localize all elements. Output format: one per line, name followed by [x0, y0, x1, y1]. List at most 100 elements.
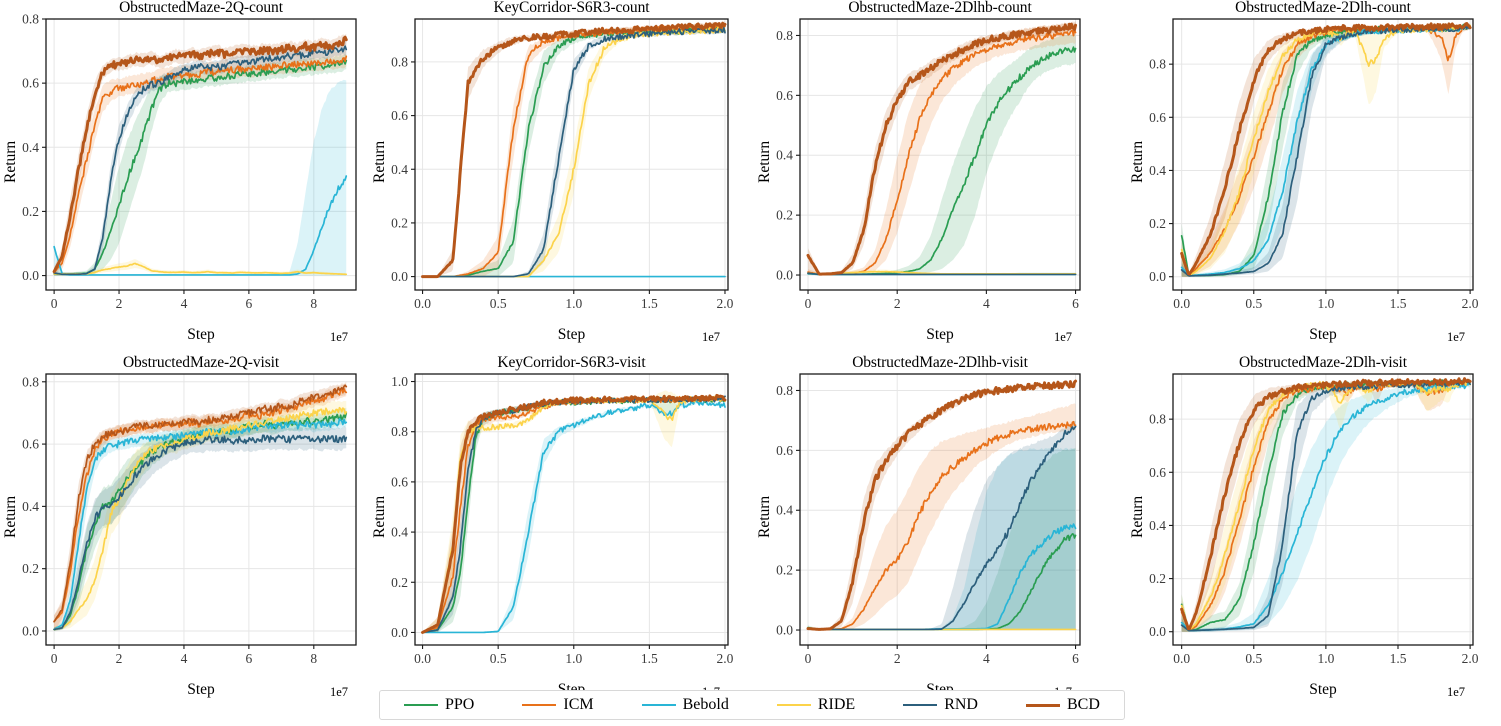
- y-tick-label: 0.0: [22, 268, 39, 283]
- series-line: [421, 25, 726, 278]
- y-tick-label: 0.6: [776, 88, 793, 103]
- plot-area: 0.0 0.2 0.4 0.6 0.8 0.0 0.5 1.0 1.5 2.0: [1149, 373, 1479, 666]
- chart-panel: ObstructedMaze-2Dlhb-visitReturnStep1e70…: [754, 354, 1081, 699]
- x-tick-label: 0.0: [414, 651, 431, 666]
- legend-item[interactable]: Bebold: [641, 696, 729, 714]
- series-line: [53, 59, 348, 275]
- y-tick-label: 1.0: [391, 374, 408, 389]
- y-tick-label: 0.0: [1149, 269, 1166, 284]
- x-tick-label: 8: [310, 651, 317, 666]
- x-tick-label: 1.0: [1317, 651, 1334, 666]
- series-line: [421, 393, 727, 634]
- x-tick-label: 2.0: [717, 651, 734, 666]
- y-tick-label: 0.0: [391, 269, 408, 284]
- series-line: [53, 45, 348, 276]
- axis-exponent-label: 1e7: [1447, 330, 1466, 344]
- x-tick-label: 1.5: [641, 296, 658, 311]
- confidence-band: [808, 447, 1076, 631]
- legend-line-swatch: [1026, 703, 1060, 707]
- x-tick-label: 4: [983, 651, 990, 666]
- y-tick-label: 0.0: [776, 623, 793, 638]
- x-tick-label: 1.0: [565, 296, 582, 311]
- chart-panel: ObstructedMaze-2Dlhb-count Return Step 1e7 0…: [754, 0, 1081, 344]
- y-tick-label: 0.8: [776, 28, 793, 43]
- confidence-band: [1181, 379, 1471, 632]
- series-line: [53, 55, 348, 274]
- y-tick-label: 0.0: [776, 268, 793, 283]
- legend-item[interactable]: BCD: [1026, 696, 1100, 714]
- legend-item[interactable]: RND: [903, 696, 978, 714]
- y-tick-label: 0.4: [1149, 518, 1166, 533]
- panel-title: KeyCorridor-S6R3-count: [493, 0, 650, 16]
- x-tick-label: 0.5: [490, 296, 507, 311]
- plot-area: 0.0 0.2 0.4 0.6 0.8 0 2 4 6: [776, 18, 1081, 311]
- series-line: [1180, 377, 1472, 631]
- confidence-band: [422, 397, 725, 633]
- legend-line-swatch: [641, 704, 676, 706]
- chart-panel: ObstructedMaze-2Dlh-visit Return Step 1e7 0.…: [1127, 354, 1479, 699]
- legend-item[interactable]: PPO: [404, 696, 474, 714]
- plot-area: 0.0 0.2 0.4 0.6 0.8 0.0 0.5 1.0 1.5 2.0: [391, 18, 734, 311]
- y-tick-label: 0.8: [22, 374, 39, 389]
- series-line: [806, 22, 1078, 276]
- chart-panel: ObstructedMaze-2Dlh-count Return Step 1e7 0.…: [1127, 0, 1479, 344]
- series-line: [807, 272, 1077, 276]
- x-tick-label: 2: [894, 296, 901, 311]
- panel-title: ObstructedMaze-2Dlhb-count: [848, 0, 1032, 16]
- x-tick-label: 0: [805, 296, 812, 311]
- series-line: [807, 420, 1077, 631]
- x-tick-label: 6: [1072, 296, 1079, 311]
- y-tick-label: 0.6: [776, 443, 793, 458]
- plot-area: 0.0 0.2 0.4 0.6 0.8 0.0 0.5 1.0 1.5 2.0: [1149, 18, 1479, 311]
- plot-area: 0.0 0.2 0.4 0.6 0.8 1.0 0.0 0.5 1.0 1.5 2.0: [391, 373, 734, 666]
- legend-label: RND: [944, 696, 978, 713]
- y-tick-label: 0.2: [391, 215, 408, 230]
- legend-item[interactable]: RIDE: [776, 696, 855, 714]
- legend-label: ICM: [563, 696, 594, 713]
- x-tick-label: 0: [51, 296, 58, 311]
- legend-label: PPO: [445, 696, 475, 713]
- y-tick-label: 0.8: [1149, 57, 1166, 72]
- legend-line-swatch: [903, 704, 938, 706]
- axis-exponent-label: 1e7: [1447, 685, 1466, 699]
- y-tick-label: 0.6: [1149, 110, 1166, 125]
- y-tick-label: 0.0: [22, 623, 39, 638]
- x-tick-label: 6: [246, 651, 253, 666]
- y-tick-label: 0.2: [1149, 216, 1166, 231]
- y-tick-label: 0.6: [22, 437, 39, 452]
- confidence-band: [422, 26, 725, 277]
- x-tick-label: 0.5: [1245, 651, 1262, 666]
- series-line: [53, 417, 348, 631]
- y-tick-label: 0.0: [391, 625, 408, 640]
- y-tick-label: 0.8: [391, 424, 408, 439]
- series-line: [1180, 22, 1472, 276]
- panel-title: ObstructedMaze-2Q-count: [119, 0, 283, 16]
- x-axis-label: Step: [1309, 681, 1337, 698]
- series-line: [807, 425, 1077, 631]
- x-axis-label: Step: [1309, 326, 1337, 343]
- y-tick-label: 0.6: [391, 474, 408, 489]
- confidence-band: [808, 403, 1076, 631]
- x-axis-label: Step: [187, 326, 215, 343]
- series-line: [52, 35, 348, 274]
- series-line: [53, 434, 348, 631]
- confidence-band: [422, 26, 725, 277]
- y-tick-label: 0.0: [1149, 624, 1166, 639]
- legend-item[interactable]: ICM: [522, 696, 594, 714]
- x-tick-label: 1.5: [1390, 296, 1407, 311]
- x-tick-label: 0.5: [1245, 296, 1262, 311]
- confidence-band: [54, 407, 347, 631]
- x-tick-label: 1.0: [565, 651, 582, 666]
- axis-exponent-label: 1e7: [1054, 330, 1073, 344]
- y-tick-label: 0.4: [391, 525, 408, 540]
- confidence-band: [1181, 381, 1471, 632]
- x-tick-label: 2.0: [1462, 651, 1479, 666]
- y-tick-label: 0.2: [22, 561, 39, 576]
- x-tick-label: 2.0: [1462, 296, 1479, 311]
- x-tick-label: 0.5: [490, 651, 507, 666]
- panel-title: ObstructedMaze-2Dlhb-visit: [852, 354, 1028, 371]
- series-line: [53, 262, 348, 276]
- y-tick-label: 0.4: [391, 162, 408, 177]
- chart-panel: KeyCorridor-S6R3-count Return Step 1e7 0.0 0.…: [369, 0, 734, 344]
- confidence-band: [54, 400, 347, 631]
